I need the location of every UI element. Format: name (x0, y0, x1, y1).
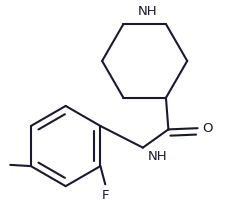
Text: NH: NH (148, 150, 168, 163)
Text: F: F (101, 189, 109, 202)
Text: O: O (202, 122, 213, 135)
Text: NH: NH (137, 5, 157, 18)
